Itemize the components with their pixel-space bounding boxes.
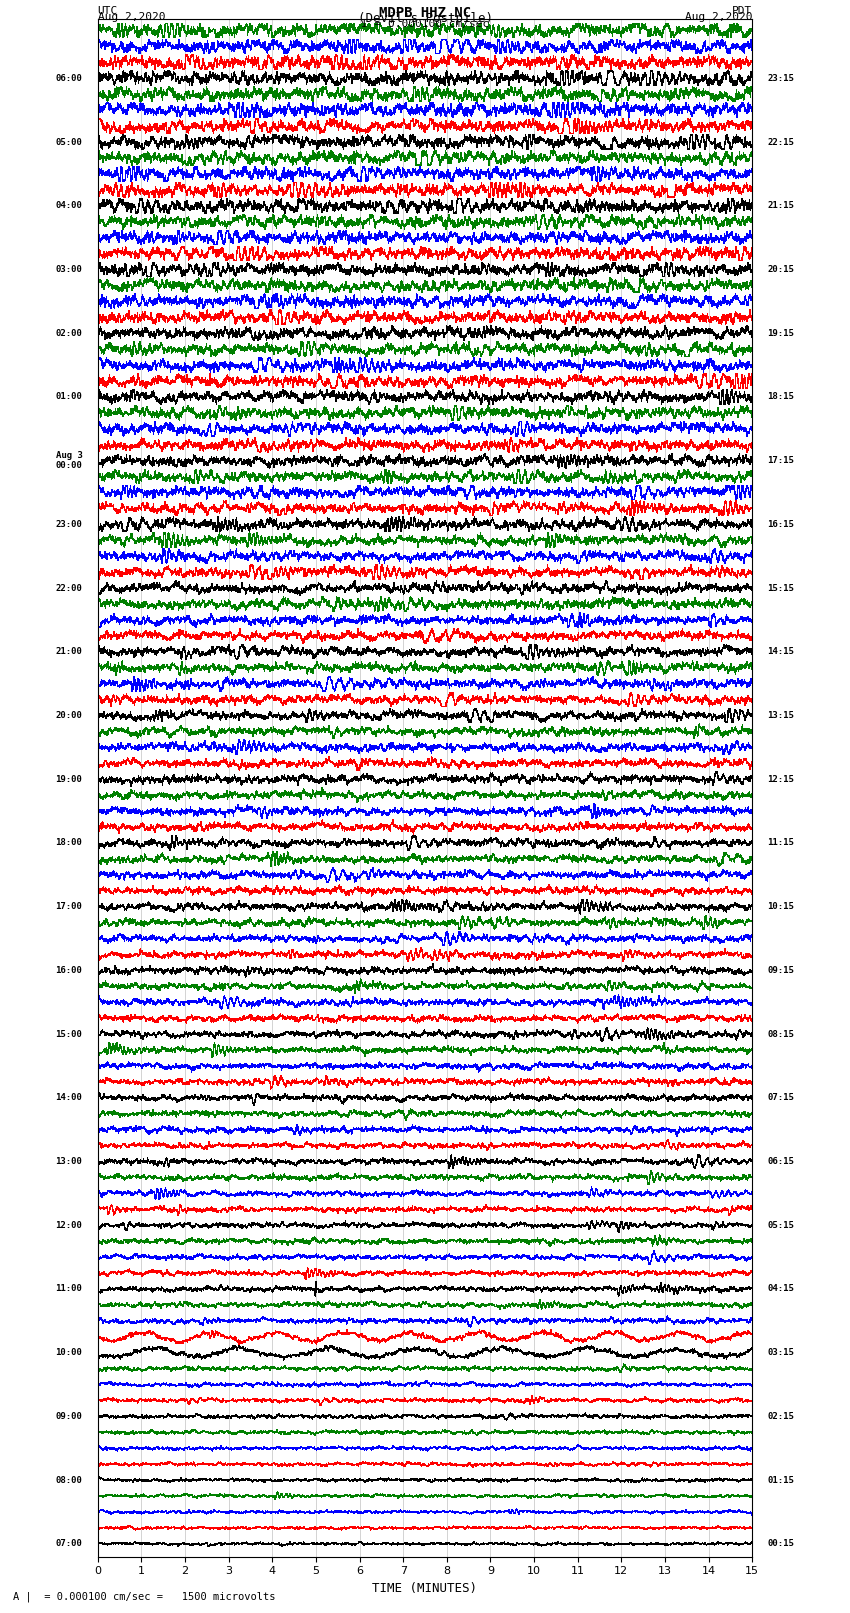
Text: 02:00: 02:00 bbox=[55, 329, 82, 337]
Text: 16:15: 16:15 bbox=[768, 519, 795, 529]
Text: 17:15: 17:15 bbox=[768, 456, 795, 465]
Text: 21:15: 21:15 bbox=[768, 202, 795, 210]
Text: 10:15: 10:15 bbox=[768, 902, 795, 911]
Text: 04:00: 04:00 bbox=[55, 202, 82, 210]
Text: I = 0.000100 cm/sec: I = 0.000100 cm/sec bbox=[361, 18, 489, 29]
Text: MDPB HHZ NC: MDPB HHZ NC bbox=[379, 5, 471, 19]
Text: 17:00: 17:00 bbox=[55, 902, 82, 911]
Text: 06:00: 06:00 bbox=[55, 74, 82, 82]
Text: A |  = 0.000100 cm/sec =   1500 microvolts: A | = 0.000100 cm/sec = 1500 microvolts bbox=[13, 1590, 275, 1602]
Text: 03:00: 03:00 bbox=[55, 265, 82, 274]
Text: 04:15: 04:15 bbox=[768, 1284, 795, 1294]
Text: PDT: PDT bbox=[732, 5, 752, 16]
Text: UTC: UTC bbox=[98, 5, 118, 16]
Text: 15:00: 15:00 bbox=[55, 1029, 82, 1039]
Text: 13:15: 13:15 bbox=[768, 711, 795, 719]
Text: 18:15: 18:15 bbox=[768, 392, 795, 402]
Text: 14:15: 14:15 bbox=[768, 647, 795, 656]
Text: 08:15: 08:15 bbox=[768, 1029, 795, 1039]
Text: 09:15: 09:15 bbox=[768, 966, 795, 974]
Text: 01:15: 01:15 bbox=[768, 1476, 795, 1484]
Text: 08:00: 08:00 bbox=[55, 1476, 82, 1484]
Text: 00:15: 00:15 bbox=[768, 1539, 795, 1548]
Text: 10:00: 10:00 bbox=[55, 1348, 82, 1357]
Text: Aug 2,2020: Aug 2,2020 bbox=[98, 11, 165, 23]
Text: 18:00: 18:00 bbox=[55, 839, 82, 847]
Text: Aug 2,2020: Aug 2,2020 bbox=[685, 11, 752, 23]
Text: 13:00: 13:00 bbox=[55, 1157, 82, 1166]
Text: 23:15: 23:15 bbox=[768, 74, 795, 82]
Text: 19:15: 19:15 bbox=[768, 329, 795, 337]
Text: 12:15: 12:15 bbox=[768, 774, 795, 784]
Text: 01:00: 01:00 bbox=[55, 392, 82, 402]
Text: 16:00: 16:00 bbox=[55, 966, 82, 974]
Text: Aug 3
00:00: Aug 3 00:00 bbox=[55, 452, 82, 471]
Text: 22:00: 22:00 bbox=[55, 584, 82, 592]
Text: 05:15: 05:15 bbox=[768, 1221, 795, 1229]
Text: 07:15: 07:15 bbox=[768, 1094, 795, 1102]
Text: 14:00: 14:00 bbox=[55, 1094, 82, 1102]
X-axis label: TIME (MINUTES): TIME (MINUTES) bbox=[372, 1582, 478, 1595]
Text: 03:15: 03:15 bbox=[768, 1348, 795, 1357]
Text: 19:00: 19:00 bbox=[55, 774, 82, 784]
Text: 20:15: 20:15 bbox=[768, 265, 795, 274]
Text: 22:15: 22:15 bbox=[768, 137, 795, 147]
Text: 20:00: 20:00 bbox=[55, 711, 82, 719]
Text: 05:00: 05:00 bbox=[55, 137, 82, 147]
Text: 23:00: 23:00 bbox=[55, 519, 82, 529]
Text: 15:15: 15:15 bbox=[768, 584, 795, 592]
Text: 06:15: 06:15 bbox=[768, 1157, 795, 1166]
Text: 02:15: 02:15 bbox=[768, 1411, 795, 1421]
Text: 11:15: 11:15 bbox=[768, 839, 795, 847]
Text: 07:00: 07:00 bbox=[55, 1539, 82, 1548]
Text: 09:00: 09:00 bbox=[55, 1411, 82, 1421]
Text: (Devil's Postpile): (Devil's Postpile) bbox=[358, 11, 492, 26]
Text: 21:00: 21:00 bbox=[55, 647, 82, 656]
Text: 12:00: 12:00 bbox=[55, 1221, 82, 1229]
Text: 11:00: 11:00 bbox=[55, 1284, 82, 1294]
